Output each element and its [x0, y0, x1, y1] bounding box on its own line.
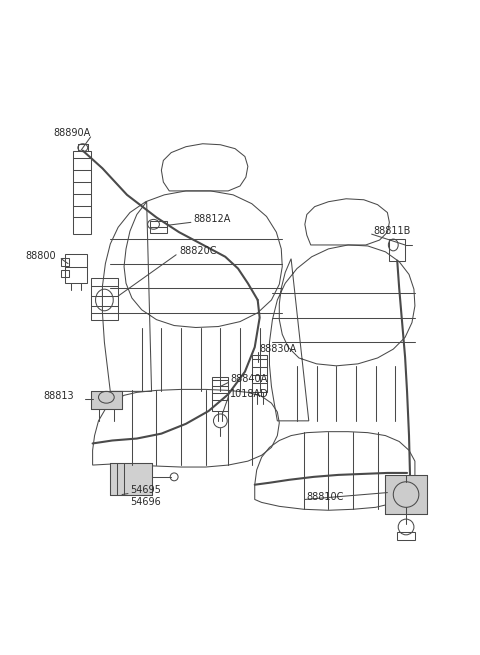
- Bar: [61, 269, 69, 277]
- Bar: [385, 475, 427, 514]
- Bar: [213, 377, 228, 411]
- Text: 88820C: 88820C: [179, 246, 216, 256]
- Text: 88811B: 88811B: [373, 226, 411, 236]
- Bar: [91, 392, 122, 409]
- Text: 1018AD: 1018AD: [230, 389, 269, 400]
- Text: 88810C: 88810C: [307, 491, 344, 502]
- Text: 88800: 88800: [26, 251, 57, 261]
- Text: 88840A: 88840A: [230, 373, 267, 384]
- Text: 88890A: 88890A: [53, 128, 91, 138]
- Bar: [73, 151, 91, 234]
- Text: 54695: 54695: [130, 485, 161, 495]
- Text: 54696: 54696: [130, 497, 161, 508]
- Bar: [252, 355, 266, 392]
- Bar: [65, 253, 87, 283]
- Bar: [385, 475, 427, 514]
- Text: 88813: 88813: [44, 391, 74, 402]
- Bar: [110, 463, 152, 495]
- Text: 88830A: 88830A: [260, 344, 297, 354]
- Bar: [91, 392, 122, 409]
- Bar: [61, 257, 69, 265]
- Text: 88812A: 88812A: [194, 214, 231, 225]
- Bar: [397, 532, 415, 540]
- Bar: [91, 278, 118, 320]
- Bar: [150, 221, 168, 233]
- Bar: [110, 463, 152, 495]
- Bar: [389, 239, 405, 261]
